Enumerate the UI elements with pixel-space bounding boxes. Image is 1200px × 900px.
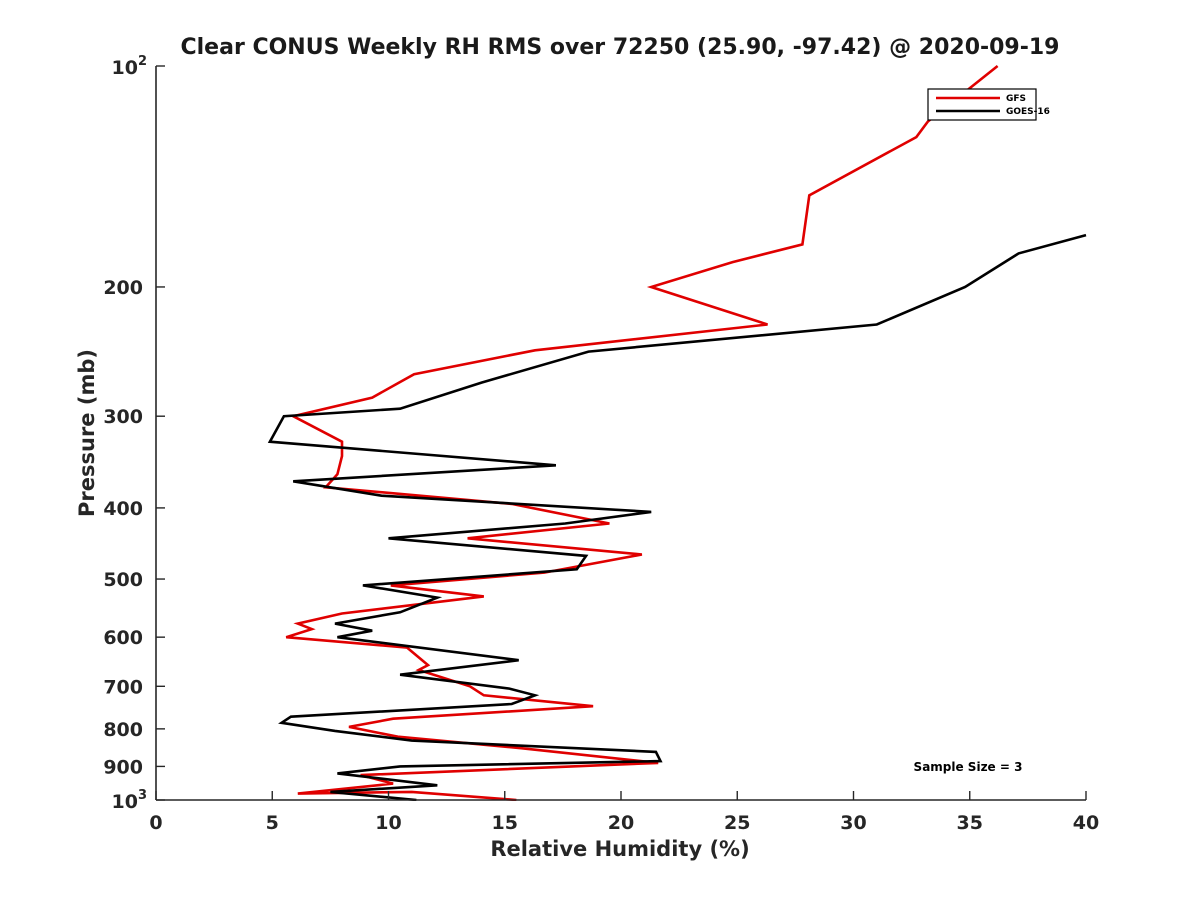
x-axis-label: Relative Humidity (%) <box>490 837 749 861</box>
y-tick-label: 800 <box>103 719 143 741</box>
legend: GFS GOES-16 <box>927 88 1050 121</box>
x-tick-label: 10 <box>375 812 401 834</box>
legend-label-goes16: GOES-16 <box>1006 107 1050 117</box>
x-tick-label: 25 <box>724 812 750 834</box>
series-line-goes16 <box>267 233 1087 801</box>
y-tick-label: 900 <box>103 756 143 778</box>
y-tick-label: 400 <box>103 498 143 520</box>
y-tick-base: 10 <box>112 791 138 813</box>
chart-title: Clear CONUS Weekly RH RMS over 72250 (25… <box>181 35 1060 60</box>
y-tick-exponent: 3 <box>138 788 147 803</box>
legend-label-gfs: GFS <box>1006 94 1026 104</box>
y-tick-exponent: 2 <box>138 54 147 69</box>
x-tick-label: 0 <box>149 812 162 834</box>
x-tick-label: 5 <box>266 812 279 834</box>
legend-box <box>927 88 1037 121</box>
x-tick-label: 15 <box>492 812 518 834</box>
y-tick-base: 10 <box>112 57 138 79</box>
x-tick-label: 20 <box>608 812 634 834</box>
x-tick-label: 40 <box>1073 812 1099 834</box>
x-tick-label: 30 <box>840 812 866 834</box>
y-tick-label: 500 <box>103 569 143 591</box>
x-ticks: 0 5 10 15 20 25 30 35 40 <box>149 791 1099 834</box>
x-tick-label: 35 <box>957 812 983 834</box>
series-layer <box>267 64 1087 801</box>
y-axis-label: Pressure (mb) <box>75 349 99 517</box>
y-tick-label: 700 <box>103 676 143 698</box>
series-line-gfs <box>285 64 999 801</box>
y-tick-label: 600 <box>103 627 143 649</box>
sample-size-annotation: Sample Size = 3 <box>914 760 1023 774</box>
y-tick-label: 102 <box>112 54 148 79</box>
y-tick-label: 300 <box>103 406 143 428</box>
y-tick-label: 103 <box>112 788 148 813</box>
y-tick-label: 200 <box>103 277 143 299</box>
